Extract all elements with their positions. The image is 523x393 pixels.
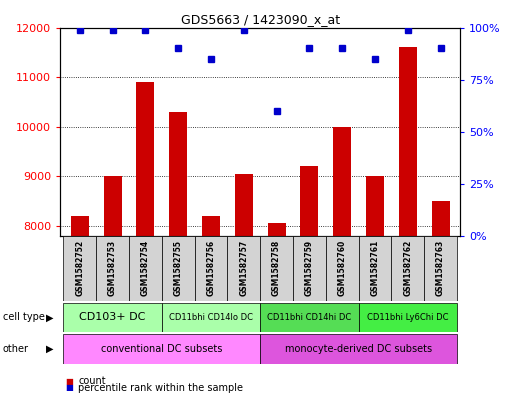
Text: GSM1582755: GSM1582755 (174, 240, 183, 296)
Bar (137, 82, 154, 236)
Bar (391, 236, 424, 301)
Text: GSM1582763: GSM1582763 (436, 240, 445, 296)
Bar (333, 127, 351, 236)
Text: GSM1582752: GSM1582752 (75, 240, 84, 296)
Bar (300, 166, 319, 236)
Bar (359, 303, 457, 332)
Bar (326, 236, 359, 301)
Bar (268, 223, 286, 236)
Text: conventional DC subsets: conventional DC subsets (101, 344, 222, 354)
Text: monocyte-derived DC subsets: monocyte-derived DC subsets (285, 344, 432, 354)
Text: GSM1582762: GSM1582762 (403, 240, 412, 296)
Text: GSM1582760: GSM1582760 (338, 240, 347, 296)
Text: GSM1582753: GSM1582753 (108, 240, 117, 296)
Bar (71, 216, 89, 236)
Bar (96, 236, 129, 301)
Text: CD11bhi CD14hi DC: CD11bhi CD14hi DC (267, 313, 351, 322)
Bar (260, 236, 293, 301)
Text: CD11bhi Ly6Chi DC: CD11bhi Ly6Chi DC (367, 313, 449, 322)
Text: GSM1582759: GSM1582759 (305, 240, 314, 296)
Text: GSM1582754: GSM1582754 (141, 240, 150, 296)
Text: ■: ■ (65, 384, 73, 392)
Bar (63, 334, 260, 364)
Text: count: count (78, 376, 106, 386)
Bar (104, 176, 122, 236)
Bar (195, 236, 228, 301)
Text: GSM1582761: GSM1582761 (370, 240, 380, 296)
Bar (162, 303, 260, 332)
Bar (424, 236, 457, 301)
Text: ■: ■ (65, 377, 73, 386)
Text: GSM1582756: GSM1582756 (207, 240, 215, 296)
Text: other: other (3, 344, 29, 354)
Bar (169, 112, 187, 236)
Text: cell type: cell type (3, 312, 44, 322)
Bar (63, 303, 162, 332)
Text: percentile rank within the sample: percentile rank within the sample (78, 383, 243, 393)
Bar (162, 236, 195, 301)
Text: ▶: ▶ (46, 344, 53, 354)
Text: CD11bhi CD14lo DC: CD11bhi CD14lo DC (169, 313, 253, 322)
Bar (202, 216, 220, 236)
Bar (228, 236, 260, 301)
Bar (235, 174, 253, 236)
Bar (431, 201, 450, 236)
Text: GSM1582758: GSM1582758 (272, 240, 281, 296)
Text: ▶: ▶ (46, 312, 53, 322)
Bar (63, 236, 96, 301)
Title: GDS5663 / 1423090_x_at: GDS5663 / 1423090_x_at (180, 13, 340, 26)
Bar (129, 236, 162, 301)
Bar (260, 334, 457, 364)
Text: GSM1582757: GSM1582757 (240, 240, 248, 296)
Bar (359, 236, 391, 301)
Bar (399, 47, 417, 236)
Bar (260, 303, 359, 332)
Bar (366, 176, 384, 236)
Bar (293, 236, 326, 301)
Text: CD103+ DC: CD103+ DC (79, 312, 146, 322)
